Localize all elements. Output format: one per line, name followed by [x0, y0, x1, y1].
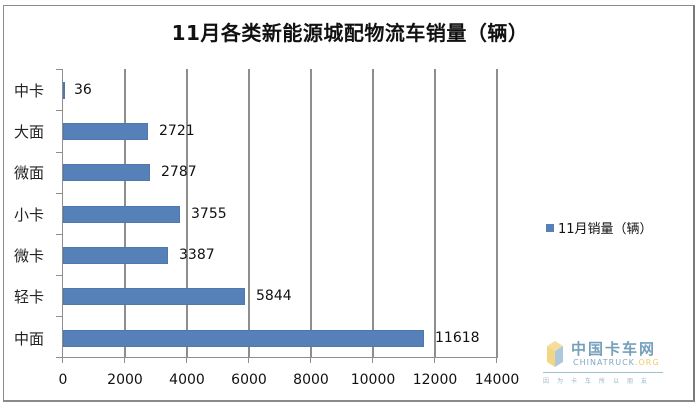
watermark-divider: [543, 372, 663, 373]
x-tick-label: 8000: [293, 372, 329, 388]
x-tick-label: 14000: [474, 372, 520, 388]
watermark-name-cn: 中国卡车网: [571, 340, 657, 358]
gridline: [434, 69, 436, 358]
watermark-name-en: CHINATRUCK.ORG: [573, 358, 660, 367]
gridline: [186, 69, 188, 358]
y-tick: [56, 69, 62, 70]
x-axis-line: [56, 357, 498, 358]
gridline: [372, 69, 374, 358]
y-tick: [56, 275, 62, 276]
data-label: 3755: [191, 206, 227, 222]
x-tick: [124, 357, 125, 363]
category-label: 中面: [14, 330, 45, 348]
watermark-name-en-main: CHINATRUCK: [573, 358, 635, 367]
watermark-name-en-suffix: .ORG: [634, 358, 660, 367]
y-tick: [56, 234, 62, 235]
category-label: 小卡: [14, 206, 45, 224]
y-tick: [56, 316, 62, 317]
data-label: 5844: [256, 288, 292, 304]
x-tick-label: 10000: [350, 372, 396, 388]
y-axis-line: [62, 69, 63, 358]
legend-label: 11月销量（辆）: [558, 222, 653, 237]
data-label: 36: [74, 82, 92, 98]
data-label: 11618: [435, 330, 480, 346]
bar-qingka: [63, 288, 245, 305]
bar-zhongka: [63, 82, 65, 99]
x-tick-label: 0: [58, 372, 68, 388]
legend-swatch: [546, 223, 554, 232]
cube-logo-icon: [547, 341, 563, 367]
watermark-logo: 中国卡车网 CHINATRUCK.ORG 因为卡车所以朋友: [543, 338, 671, 390]
bar-damian: [63, 123, 148, 140]
bar-weika: [63, 247, 168, 264]
data-label: 2787: [161, 164, 197, 180]
category-label: 微面: [14, 164, 45, 182]
category-label: 轻卡: [14, 288, 45, 306]
x-tick-label: 2000: [107, 372, 143, 388]
plot-area: 36 2721 2787 3755 3387 5844 11618: [56, 69, 498, 363]
watermark-slogan: 因为卡车所以朋友: [543, 378, 656, 385]
data-label: 3387: [179, 247, 215, 263]
bar-weimian: [63, 164, 150, 181]
x-tick: [186, 357, 187, 363]
gridline: [496, 69, 498, 358]
category-label: 中卡: [14, 82, 45, 100]
y-tick: [56, 110, 62, 111]
x-tick: [496, 357, 497, 363]
y-tick: [56, 152, 62, 153]
x-tick-label: 12000: [412, 372, 458, 388]
bar-xiaoka: [63, 206, 180, 223]
y-tick: [56, 193, 62, 194]
data-label: 2721: [159, 123, 195, 139]
chart-title: 11月各类新能源城配物流车销量（辆）: [171, 21, 529, 45]
x-tick: [434, 357, 435, 363]
x-tick-label: 4000: [169, 372, 205, 388]
gridline: [310, 69, 312, 358]
category-label: 大面: [14, 123, 45, 141]
category-label: 微卡: [14, 247, 45, 265]
x-tick: [372, 357, 373, 363]
bar-zhongmian: [63, 330, 424, 347]
x-tick: [310, 357, 311, 363]
x-tick: [248, 357, 249, 363]
legend: 11月销量（辆）: [546, 218, 653, 237]
x-tick-label: 6000: [231, 372, 267, 388]
gridline: [248, 69, 250, 358]
x-tick: [62, 357, 63, 363]
